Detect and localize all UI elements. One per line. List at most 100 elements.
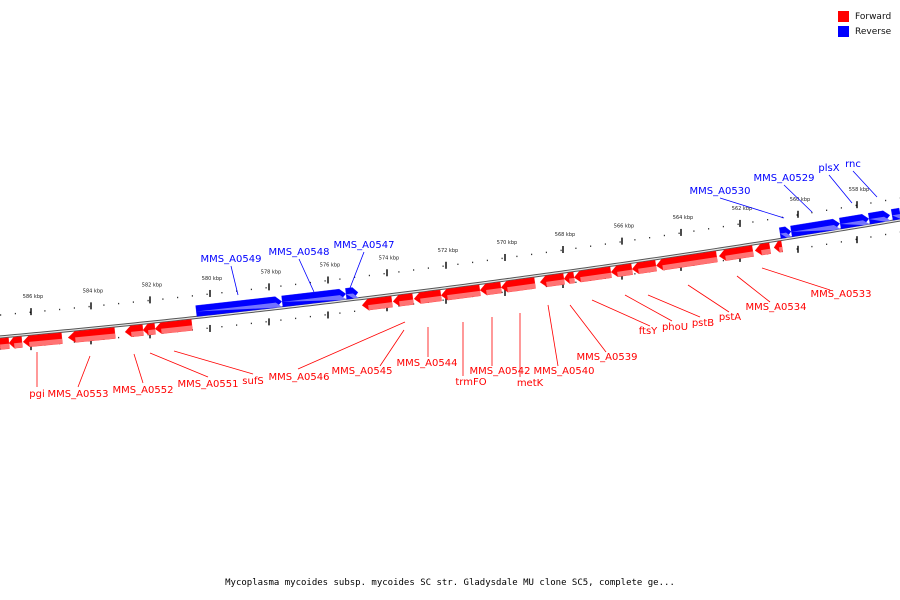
scale-dot-outer (29, 311, 31, 313)
scale-dot-outer (472, 261, 474, 264)
scale-label: 566 kbp (614, 224, 634, 230)
scale-label: 578 kbp (261, 269, 281, 275)
gene-label: MMS_A0533 (811, 289, 872, 300)
scale-dot-outer (693, 230, 695, 232)
gene-arrow (345, 287, 359, 300)
forward-genes (0, 240, 783, 350)
gene-arrow-shade (546, 279, 565, 287)
gene-arrow (142, 323, 156, 336)
scale-dot-inner (722, 259, 724, 262)
label-leader-lines (36, 170, 878, 388)
scale-label: 584 kbp (83, 288, 103, 294)
scale-dot-inner (501, 291, 503, 294)
scale-dot-outer (575, 247, 577, 249)
scale-label: 560 kbp (790, 197, 810, 203)
scale-dot-outer (0, 314, 2, 316)
scale-dot-outer (191, 295, 193, 297)
backbone-outer (0, 218, 900, 339)
leader-line (852, 170, 878, 198)
scale-dot-outer (280, 285, 282, 287)
scale-dot-inner (575, 281, 577, 283)
scale-dot-inner (442, 299, 444, 301)
gene-label: MMS_A0549 (201, 254, 262, 265)
gene-arrow (539, 273, 565, 287)
leader-line (736, 275, 771, 303)
gene-arrow-shade (725, 251, 754, 261)
scale-dot-inner (324, 314, 326, 316)
gene-arrow (779, 226, 792, 239)
gene-label: MMS_A0553 (48, 389, 109, 400)
gene-label: trmFO (455, 377, 486, 388)
scale-dot-inner (870, 236, 872, 238)
scale-dot-outer (88, 305, 90, 308)
scale-dot-outer (177, 296, 179, 299)
gene-label: MMS_A0547 (334, 240, 395, 251)
gene-arrow (610, 263, 633, 277)
gene-arrow-body (839, 214, 870, 230)
scale-dot-outer (855, 204, 857, 207)
gene-arrow-shade (617, 269, 633, 277)
scale-label: 586 kbp (23, 294, 43, 300)
legend-forward-label: Forward (855, 11, 892, 22)
scale-dot-inner (855, 238, 857, 241)
gene-arrow-shade (569, 277, 575, 284)
gene-label: sufS (242, 376, 263, 387)
forward-swatch (838, 11, 849, 22)
scale-dot-outer (486, 259, 488, 262)
gene-arrow-shade (282, 295, 347, 302)
scale-dot-outer (103, 304, 105, 306)
gene-arrow-shade (507, 283, 536, 293)
scale-dot-outer (457, 263, 459, 265)
scale-dot-outer (162, 298, 164, 300)
gene-arrow-shade (14, 342, 23, 349)
leader-line (379, 329, 405, 367)
scale-dot-inner (826, 243, 828, 245)
scale-dot-outer (398, 271, 400, 273)
legend-forward: Forward (838, 9, 891, 24)
scale-dot-outer (383, 273, 385, 275)
scale-dot-inner (280, 319, 282, 321)
gene-label: MMS_A0540 (534, 366, 595, 377)
gene-arrow-body (281, 288, 346, 308)
leader-line (173, 350, 254, 375)
leader-line (687, 284, 730, 313)
gene-arrow (573, 266, 612, 283)
gene-arrow (67, 327, 116, 343)
gene-arrow-shade (131, 330, 144, 337)
scale-dot-inner (295, 317, 297, 320)
scale-label: 562 kbp (732, 206, 752, 212)
scale-dot-outer (590, 245, 592, 247)
scale-dot-inner (265, 321, 267, 323)
gene-arrow (500, 277, 536, 293)
scale-dot-inner (118, 336, 120, 339)
leader-line (77, 355, 91, 388)
gene-arrow-shade (346, 293, 359, 299)
scale-dot-inner (811, 245, 813, 248)
gene-arrow (392, 293, 414, 307)
scale-dot-outer (206, 293, 208, 295)
scale-dot-outer (870, 202, 872, 204)
scale-label: 582 kbp (142, 282, 162, 288)
gene-label: metK (517, 378, 544, 389)
scale-dot-outer (604, 243, 606, 245)
scale-dot-inner (339, 312, 341, 314)
gene-arrow-shade (580, 272, 612, 283)
scale-dot-outer (545, 251, 547, 254)
leader-line (783, 184, 813, 213)
scale-dot-outer (14, 312, 16, 315)
gene-arrow-shade (29, 338, 63, 347)
leader-line (761, 267, 831, 291)
scale-dot-outer (634, 239, 636, 241)
gene-arrow-shade (368, 302, 393, 311)
scale-dot-outer (309, 281, 311, 284)
scale-label: 572 kbp (438, 248, 458, 254)
gene-label: pgi (29, 389, 44, 400)
leader-line (591, 299, 651, 327)
gene-arrow (631, 260, 657, 274)
gene-arrow (195, 296, 283, 317)
scale-dot-outer (324, 280, 326, 282)
gene-label: MMS_A0534 (746, 302, 807, 313)
scale-dot-inner (221, 326, 223, 328)
gene-arrow-body (890, 207, 900, 221)
gene-label: MMS_A0529 (754, 173, 815, 184)
